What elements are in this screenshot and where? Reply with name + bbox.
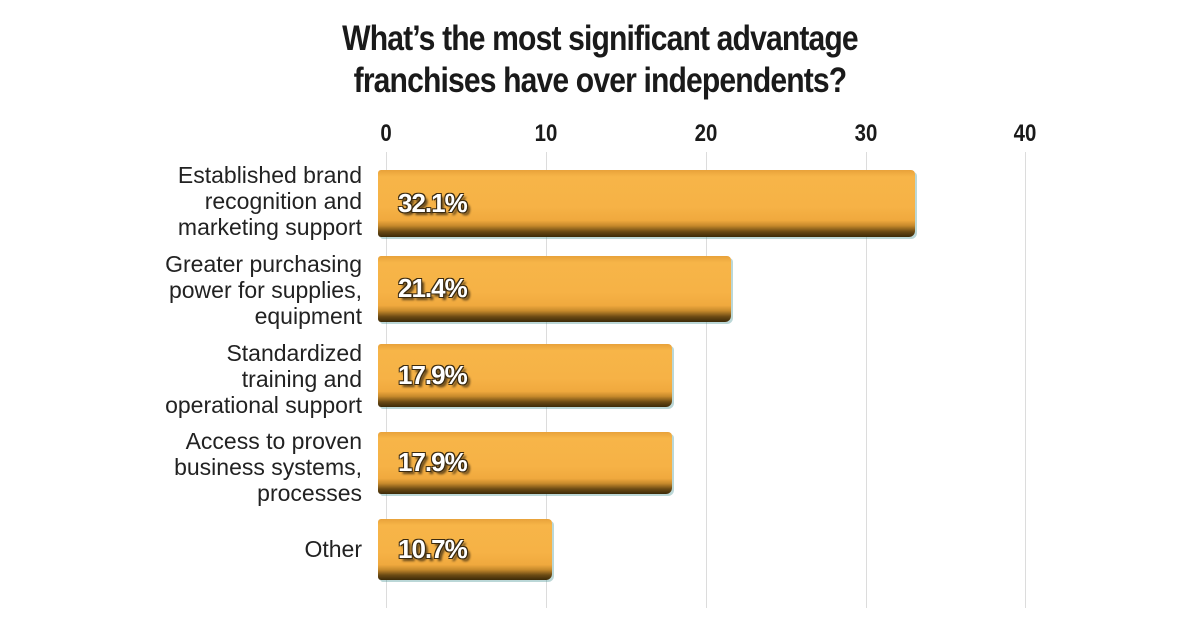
gridline-40 (1025, 152, 1026, 608)
category-label-standardized-training: Standardized training and operational su… (165, 340, 362, 418)
chart-title: What’s the most significant advantage fr… (84, 18, 1116, 102)
bar-brand-recognition: 32.1% (378, 170, 915, 237)
category-label-other: Other (304, 536, 362, 562)
gridline-30 (866, 152, 867, 608)
bar-proven-systems: 17.9% (378, 432, 672, 494)
chart-title-line-2: franchises have over independents? (353, 61, 848, 100)
x-tick-0: 0 (380, 120, 392, 147)
x-tick-20: 20 (694, 120, 718, 147)
x-tick-10: 10 (534, 120, 558, 147)
gridline-20 (706, 152, 707, 608)
bar-value-label: 17.9% (398, 446, 468, 477)
bar-value-label: 17.9% (398, 359, 468, 390)
category-label-proven-systems: Access to proven business systems, proce… (174, 428, 362, 506)
category-label-brand-recognition: Established brand recognition and market… (177, 162, 362, 240)
bar-standardized-training: 17.9% (378, 344, 672, 407)
bar-other: 10.7% (378, 519, 552, 580)
chart-title-line-1: What’s the most significant advantage (342, 19, 859, 58)
category-label-purchasing-power: Greater purchasing power for supplies, e… (165, 251, 362, 329)
x-tick-30: 30 (854, 120, 878, 147)
x-tick-40: 40 (1013, 120, 1037, 147)
bar-value-label: 32.1% (398, 187, 468, 218)
bar-value-label: 10.7% (398, 533, 468, 564)
bar-value-label: 21.4% (398, 272, 468, 303)
bar-purchasing-power: 21.4% (378, 256, 731, 322)
